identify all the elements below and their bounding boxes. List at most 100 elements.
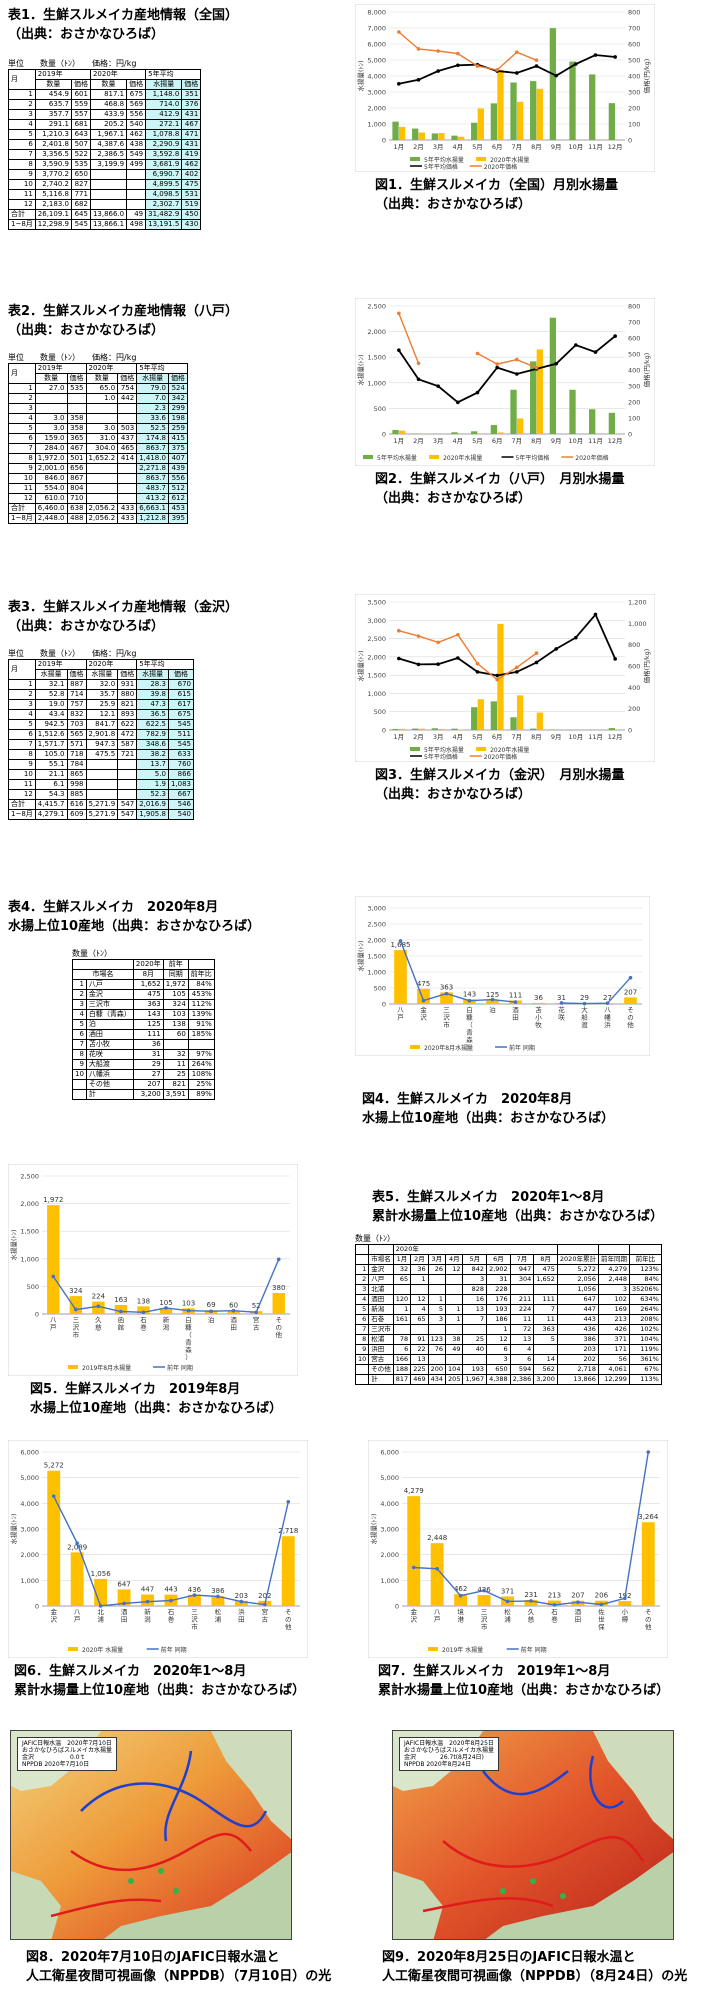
table-cell: 56 xyxy=(597,1354,630,1365)
table-cell: 9 xyxy=(8,463,36,474)
x-tick-label: 金沢 xyxy=(50,1607,57,1624)
table-cell: 36.5 xyxy=(136,709,169,720)
table-cell: 27.0 xyxy=(34,383,68,394)
table-cell: 47.3 xyxy=(136,699,169,710)
table-cell: 3月 xyxy=(427,1254,447,1265)
table-cell: 2,448.0 xyxy=(34,513,68,524)
legend-label: 2020年水揚量 xyxy=(490,746,529,754)
table-row: 7 苫小牧 36 xyxy=(72,1039,215,1050)
table-cell xyxy=(85,759,119,770)
y2-tick-label: 600 xyxy=(628,41,640,49)
table-cell: 111 xyxy=(533,1294,558,1305)
table-cell: 6 xyxy=(486,1344,511,1355)
table-cell: 計 xyxy=(368,1374,394,1385)
table-cell: 5年平均 xyxy=(136,659,194,670)
table-row: 10 2,740.2 827 4,899.5 475 xyxy=(8,179,202,190)
table-cell: 32 xyxy=(392,1264,412,1275)
bar xyxy=(497,69,504,140)
y-tick-label: 1,000 xyxy=(20,1577,39,1585)
table-cell: 5,116.8 xyxy=(34,189,72,200)
data-label: 213 xyxy=(548,1592,561,1600)
series-point xyxy=(74,1307,78,1312)
table-cell xyxy=(117,463,138,474)
table-cell: 八戸 xyxy=(368,1274,394,1285)
table-cell xyxy=(597,1244,630,1255)
x-tick-label: 6月 xyxy=(492,143,503,151)
table-header-row: 市場名 8月 同期 前年比 xyxy=(72,969,215,980)
bar xyxy=(524,1600,538,1606)
table-cell: 3,681.9 xyxy=(145,159,183,170)
x-tick-label: 10月 xyxy=(568,733,583,741)
legend-label: 2019年 水揚量 xyxy=(442,1646,483,1654)
table-cell: 501 xyxy=(66,453,87,464)
table-cell: 7 xyxy=(462,1314,488,1325)
y2-tick-label: 700 xyxy=(628,25,640,33)
table-cell: 60 xyxy=(162,1029,189,1040)
table-cell: 計 xyxy=(85,1089,134,1100)
bar xyxy=(272,1293,285,1314)
x-tick-label: 酒田 xyxy=(230,1316,237,1332)
table-cell: 200 xyxy=(427,1364,447,1375)
table-cell: 54.3 xyxy=(34,789,68,800)
table-cell: 3 xyxy=(427,1314,447,1325)
table-cell: 浜田 xyxy=(368,1344,394,1355)
table-row: 2 52.8 714 35.7 880 39.8 615 xyxy=(8,689,194,700)
x-tick-label: 石巻 xyxy=(140,1316,147,1332)
table-cell: 633 xyxy=(167,749,194,760)
table-cell: 123 xyxy=(427,1334,447,1345)
table-cell: 3,200 xyxy=(533,1374,558,1385)
table-cell xyxy=(427,1324,447,1335)
figure7-caption: 図7．生鮮スルメイカ 2019年1～8月 累計水揚量上位10産地（出典：おさかなひ… xyxy=(378,1664,670,1698)
bar xyxy=(394,950,407,1004)
y-tick-label: 5,000 xyxy=(20,1474,39,1482)
table-cell: 754 xyxy=(117,383,138,394)
table-cell: 2.3 xyxy=(136,403,169,414)
table-cell: 357.7 xyxy=(34,109,72,120)
table-cell: 52.3 xyxy=(136,789,169,800)
table-cell: 6,663.1 xyxy=(136,503,169,514)
y2-tick-label: 400 xyxy=(628,73,640,81)
table-cell: 2,401.8 xyxy=(34,139,72,150)
series-point xyxy=(51,1274,56,1279)
series-point xyxy=(515,357,519,362)
y-tick-label: 5,000 xyxy=(367,57,386,65)
table-cell: 1~8月 xyxy=(8,513,36,524)
table-cell: 6月 xyxy=(486,1254,511,1265)
table1-caption: 表1．生鮮スルメイカ産地情報（全国） （出典：おさかなひろば） xyxy=(8,8,239,42)
table-row: 8 花咲 31 32 97% xyxy=(72,1049,215,1060)
table-cell: 821 xyxy=(162,1079,189,1090)
table-cell: 三沢市 xyxy=(368,1324,394,1335)
table-cell: 998 xyxy=(66,779,87,790)
table-cell: 3,200 xyxy=(132,1089,164,1100)
table-cell: 7 xyxy=(354,1324,370,1335)
table-cell: 8 xyxy=(8,749,36,760)
bar xyxy=(618,1601,632,1606)
table-header-row: 月 2019年 2020年 5年平均 xyxy=(8,659,194,680)
table-cell: 143 xyxy=(132,1009,164,1020)
table-cell: 数量 xyxy=(89,79,128,90)
table-cell: 123% xyxy=(628,1264,662,1275)
table-cell: 112% xyxy=(187,999,215,1010)
legend-swatch xyxy=(429,455,440,459)
table-cell: 467 xyxy=(181,119,202,130)
series-point xyxy=(554,73,558,78)
y2-tick-label: 0 xyxy=(628,727,632,735)
bar xyxy=(47,1205,60,1314)
bar xyxy=(490,701,498,730)
table-cell: 264% xyxy=(628,1304,662,1315)
table-cell: 前年 xyxy=(162,959,189,970)
data-label: 380 xyxy=(272,1284,285,1292)
table-header-row: 月 2019年 2020年 5年平均 xyxy=(8,363,188,384)
table-cell: 8月 xyxy=(132,969,164,980)
table-cell: 615 xyxy=(167,689,194,700)
table-cell: 675 xyxy=(126,89,147,100)
table-row: 6 石巻 161 65 3 1 7 186 11 11 443 213 208% xyxy=(354,1314,662,1325)
table-cell: 泊 xyxy=(85,1019,134,1030)
table-cell xyxy=(427,1274,447,1285)
table-cell: 304 xyxy=(509,1274,535,1285)
table2-caption: 表2．生鮮スルメイカ産地情報（八戸） （出典：おさかなひろば） xyxy=(8,304,239,338)
table-cell: 1,056 xyxy=(556,1284,599,1295)
table-cell: 863.7 xyxy=(136,473,169,484)
series-line xyxy=(398,313,537,369)
series-point xyxy=(599,1602,604,1607)
